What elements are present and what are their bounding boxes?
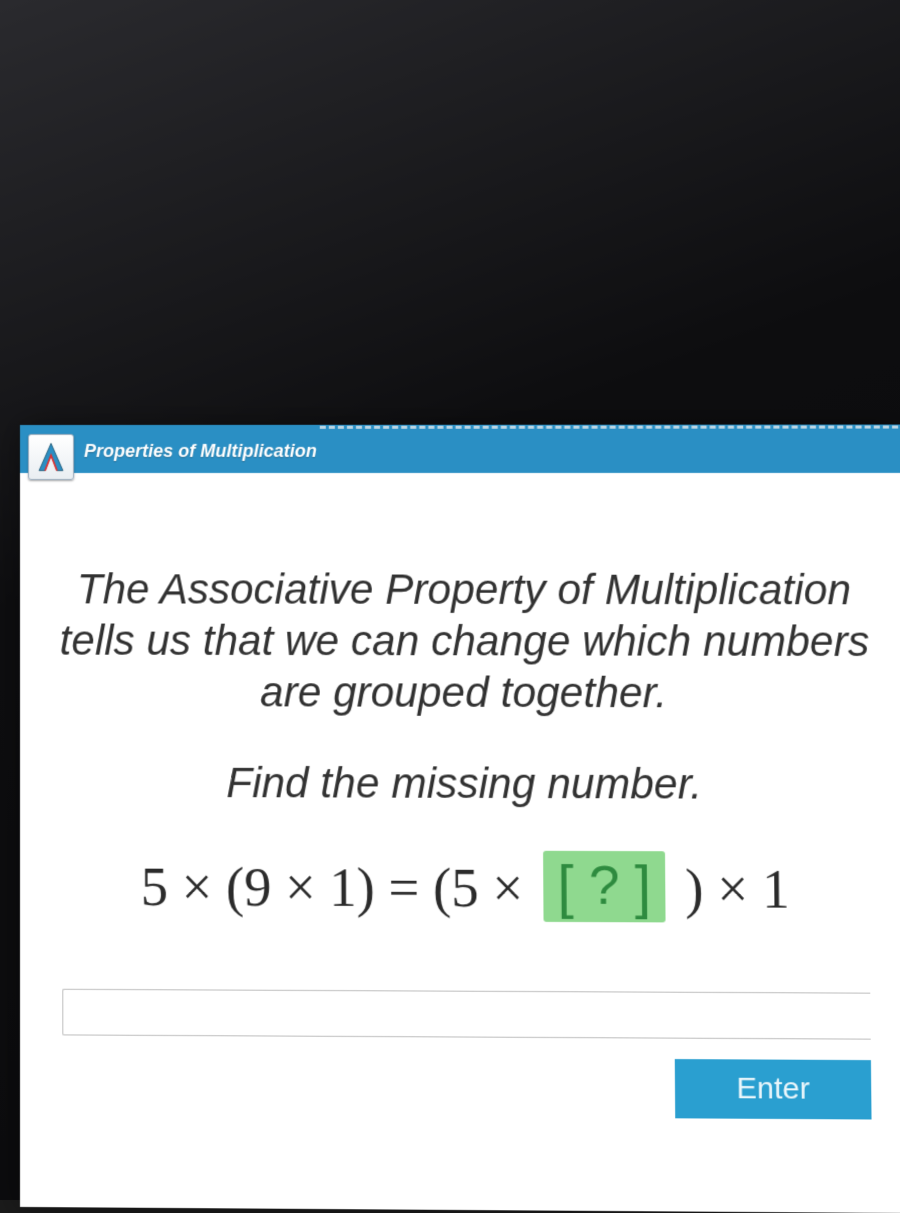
lesson-prompt: Find the missing number.	[50, 758, 881, 809]
enter-button[interactable]: Enter	[675, 1059, 871, 1119]
header-bar: Properties of Multiplication	[20, 429, 900, 473]
placeholder-question-mark: ?	[589, 855, 620, 916]
header-title: Properties of Multiplication	[84, 440, 317, 461]
answer-input[interactable]	[62, 988, 870, 1039]
enter-row: Enter	[50, 1035, 884, 1119]
lesson-explanation: The Associative Property of Multiplicati…	[50, 563, 880, 719]
lesson-content: The Associative Property of Multiplicati…	[20, 473, 900, 1150]
equation-right-open: (5 ×	[433, 857, 524, 918]
placeholder-close-bracket: ]	[634, 854, 651, 920]
missing-number-placeholder: [ ? ]	[543, 851, 666, 923]
equation-left: 5 × (9 × 1)	[141, 856, 375, 918]
app-logo-icon	[28, 434, 74, 480]
equation-equals: =	[388, 857, 419, 918]
placeholder-open-bracket: [	[557, 854, 574, 920]
app-window: Properties of Multiplication The Associa…	[20, 425, 900, 1213]
equation-right-close: ) × 1	[685, 858, 790, 919]
answer-row	[50, 988, 883, 1039]
equation: 5 × (9 × 1) = (5 × [ ? ] ) × 1	[50, 852, 882, 926]
